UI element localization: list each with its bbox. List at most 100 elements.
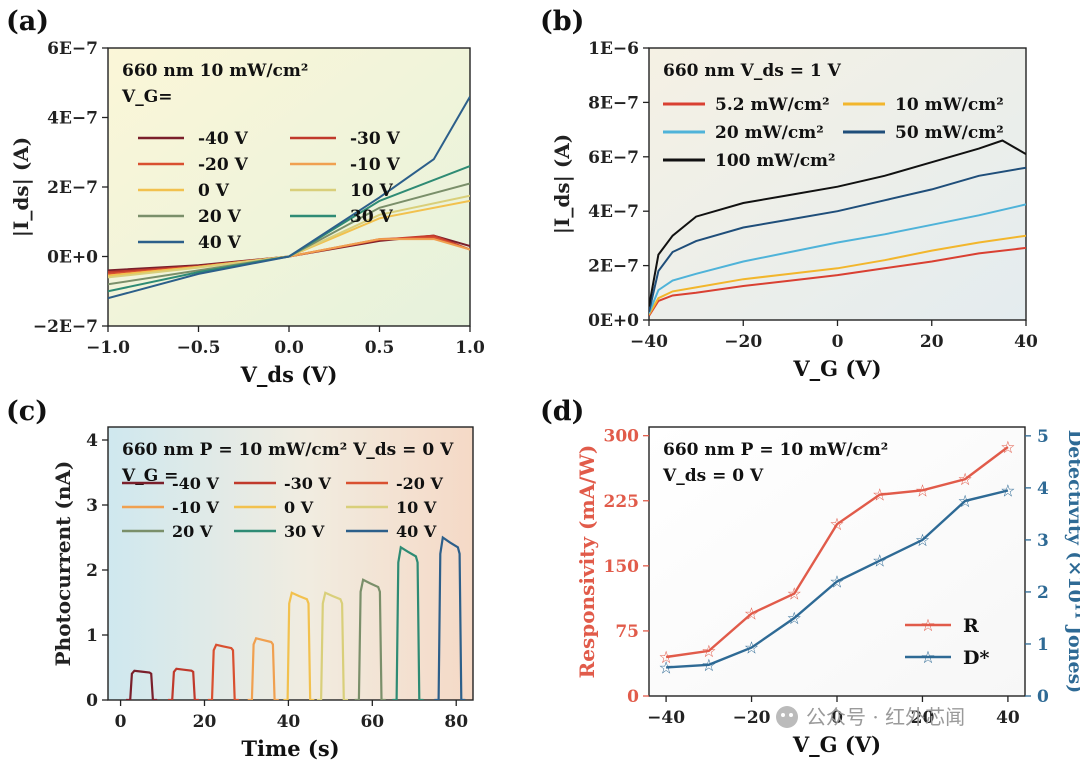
y-tick-label: 225	[604, 492, 640, 512]
series-line	[108, 96, 470, 300]
x-tick-label: −20	[724, 332, 762, 352]
x-tick-label: 0	[831, 708, 843, 728]
legend-label: 20 V	[172, 522, 213, 541]
legend-label: 10 V	[350, 181, 394, 201]
y-right-tick-label: 1	[1037, 635, 1049, 655]
x-tick-label: 1.0	[455, 338, 485, 358]
plot-frame	[107, 426, 474, 701]
y-tick-label: 0	[627, 687, 639, 707]
legend-label: 20 mW/cm²	[715, 123, 824, 143]
x-tick-label: −40	[647, 708, 685, 728]
annotation-text: 660 nm 10 mW/cm²	[122, 61, 308, 81]
data-point-star: ☆	[1000, 438, 1015, 458]
y-tick-label: 6E−7	[47, 39, 98, 59]
y-tick-label: 1	[86, 626, 98, 646]
y-tick-label: 8E−7	[588, 93, 639, 113]
x-tick-label: −0.5	[177, 338, 221, 358]
plot-area	[649, 427, 1025, 696]
data-point-star: ☆	[872, 486, 887, 506]
series-group	[649, 139, 1026, 317]
data-point-star: ☆	[787, 585, 802, 605]
legend-label: -20 V	[396, 474, 443, 493]
series-line	[434, 535, 466, 700]
x-tick-label: 0.0	[274, 338, 304, 358]
x-tick-label: −20	[733, 708, 771, 728]
legend-label: R	[963, 615, 979, 637]
annotation-text: 660 nm V_ds = 1 V	[663, 61, 842, 81]
x-axis-label: V_ds (V)	[240, 362, 338, 387]
plot-area	[108, 48, 470, 326]
data-point-star: ☆	[701, 642, 716, 662]
data-point-star: ☆	[701, 656, 716, 676]
data-point-star: ☆	[787, 609, 802, 629]
x-axis-label: V_G (V)	[792, 356, 881, 381]
y-right-tick-label: 2	[1037, 583, 1049, 603]
series-line	[649, 246, 1026, 317]
annotation-text: 660 nm P = 10 mW/cm² V_ds = 0 V	[122, 440, 454, 460]
legend-label: -10 V	[172, 498, 219, 517]
legend-label: -30 V	[350, 129, 401, 149]
y-axis-label: |I_ds| (A)	[9, 137, 33, 238]
panel-label: (c)	[6, 396, 48, 427]
legend-label: 40 V	[396, 522, 437, 541]
data-point-star: ☆	[958, 470, 973, 490]
legend-marker: ☆	[920, 616, 935, 636]
x-tick-label: 80	[444, 712, 468, 732]
panel-label: (a)	[6, 6, 49, 37]
legend-label: 0 V	[284, 498, 314, 517]
y-tick-label: 75	[615, 622, 639, 642]
legend-label: 50 mW/cm²	[895, 123, 1004, 143]
y-right-tick-label: 0	[1037, 687, 1049, 707]
y-tick-label: 6E−7	[588, 148, 639, 168]
x-tick-label: 20	[911, 708, 935, 728]
series-group	[108, 96, 470, 300]
legend-label: 10 V	[396, 498, 437, 517]
annotation-text: V_G =	[121, 466, 178, 486]
panel-a: (a) −1.0 −0.5 0.0 0.5 1.0 −2E−7 0E+0 2E−7 4E−7 6E−…	[6, 6, 485, 387]
x-tick-label: 40	[996, 708, 1020, 728]
plot-area	[108, 427, 473, 700]
data-point-star: ☆	[829, 515, 844, 535]
series-line	[649, 166, 1026, 313]
legend-label: 40 V	[198, 233, 242, 253]
plot-area	[649, 48, 1026, 320]
annotation-text: V_G=	[121, 87, 172, 107]
data-point-star: ☆	[658, 658, 673, 678]
data-point-star: ☆	[744, 639, 759, 659]
series-line	[649, 203, 1026, 314]
y-tick-label: 0E+0	[47, 248, 98, 268]
x-tick-label: 60	[360, 712, 384, 732]
y-axis-label: Responsivity (mA/W)	[575, 445, 599, 679]
x-axis-label: Time (s)	[241, 736, 339, 760]
series-line	[316, 591, 348, 700]
y-tick-label: 4E−7	[588, 202, 639, 222]
panel-b: (b) −40 −20 0 20 40 0E+0 2E−7 4E−7 6E−7 8E−7 1E−6 V_…	[540, 6, 1038, 381]
annotation-text: V_ds = 0 V	[662, 466, 764, 486]
y-right-tick-label: 3	[1037, 531, 1049, 551]
y-tick-label: 150	[604, 557, 640, 577]
data-point-star: ☆	[872, 552, 887, 572]
y-tick-label: 2E−7	[588, 257, 639, 277]
y-tick-label: 4E−7	[47, 109, 98, 129]
legend-label: 5.2 mW/cm²	[715, 95, 830, 115]
series-group	[126, 535, 466, 700]
x-axis-label: V_G (V)	[792, 732, 881, 757]
legend-label: D*	[963, 647, 989, 669]
y-tick-label: 3	[86, 496, 98, 516]
y-tick-label: 1E−6	[588, 39, 639, 59]
x-tick-label: −40	[630, 332, 668, 352]
legend-label: 10 mW/cm²	[895, 95, 1004, 115]
y-right-axis-label: Detectivity (×10¹¹ Jones)	[1064, 430, 1080, 694]
y-right-tick-label: 5	[1037, 427, 1049, 447]
legend-label: -30 V	[284, 474, 331, 493]
panel-label: (d)	[540, 396, 584, 427]
legend-label: 30 V	[284, 522, 325, 541]
data-point-star: ☆	[958, 492, 973, 512]
y-tick-label: 300	[604, 427, 640, 447]
series-line	[354, 578, 386, 700]
x-tick-label: −1.0	[86, 338, 130, 358]
series-line	[207, 643, 239, 700]
series-group: ☆ ☆☆☆☆☆ ☆☆☆☆ ☆☆☆☆☆☆☆☆	[658, 438, 1015, 678]
legend-label: 0 V	[198, 181, 230, 201]
